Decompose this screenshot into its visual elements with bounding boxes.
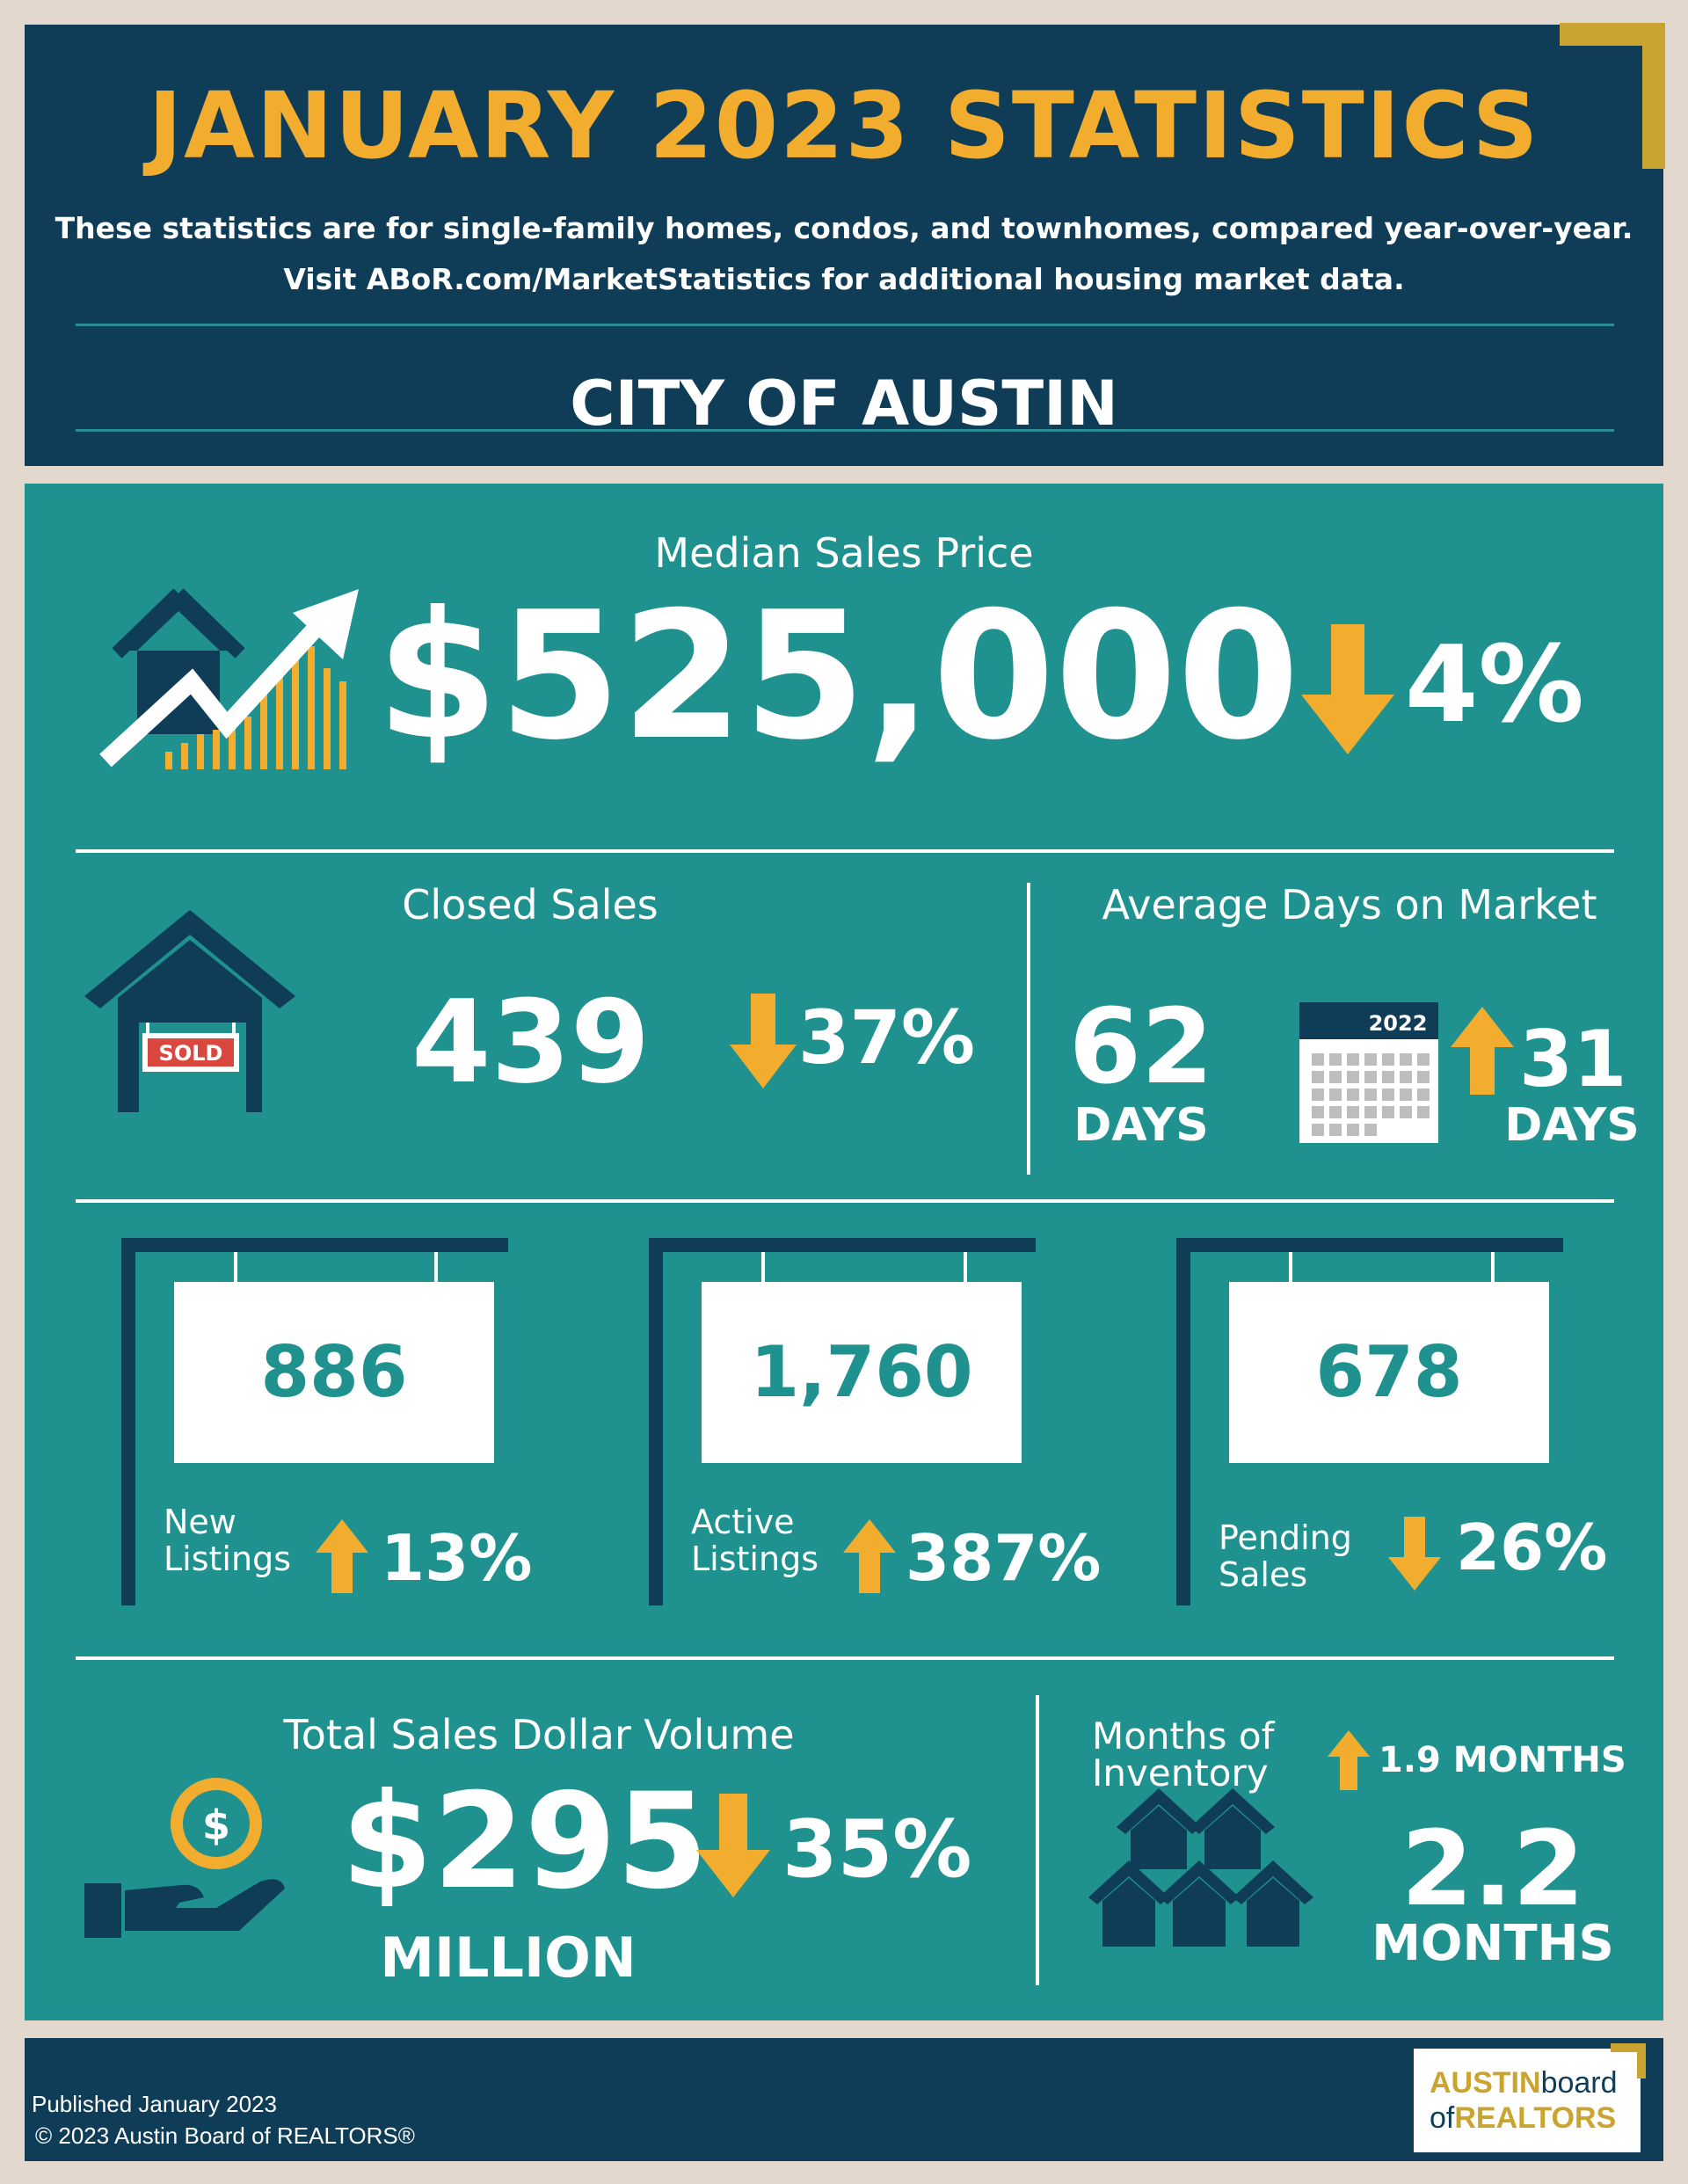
abor-logo: AUSTINboard ofREALTORS: [1414, 2043, 1646, 2152]
sales-volume-change: 35%: [782, 1803, 972, 1896]
sign-post: [1176, 1238, 1190, 1605]
sign-arm: [649, 1238, 1036, 1252]
sign-chain: [1289, 1252, 1292, 1285]
days-on-market-label: Average Days on Market: [1102, 881, 1597, 928]
sign-post: [121, 1238, 135, 1605]
sign-chain: [964, 1252, 967, 1285]
calendar-year: 2022: [1369, 1011, 1428, 1036]
active-listings-label: Active Listings: [691, 1503, 819, 1578]
sign-arm: [121, 1238, 508, 1252]
new-listings-value: 886: [260, 1331, 408, 1413]
region-title: CITY OF AUSTIN: [570, 368, 1118, 440]
subtitle-line-1: These statistics are for single-family h…: [55, 211, 1633, 245]
sold-house-icon: SOLD: [84, 910, 295, 1112]
sales-volume-value: $295: [341, 1765, 709, 1918]
arrow-up-icon: [843, 1519, 896, 1593]
sign-chain: [234, 1252, 237, 1285]
copyright: © 2023 Austin Board of REALTORS®: [35, 2122, 415, 2149]
median-price-label: Median Sales Price: [654, 529, 1034, 577]
house-growth-chart-icon: [99, 588, 359, 769]
closed-sales-label: Closed Sales: [402, 881, 658, 928]
sign-chain: [761, 1252, 765, 1285]
vertical-divider: [1036, 1695, 1039, 1985]
pending-sales-value: 678: [1315, 1331, 1463, 1413]
active-listings-sign: 1,760: [702, 1282, 1022, 1463]
page-title: JANUARY 2023 STATISTICS: [148, 72, 1540, 179]
days-on-market-change-unit: DAYS: [1504, 1099, 1640, 1152]
calendar-icon: 2022: [1299, 1002, 1438, 1143]
closed-sales-change: 37%: [798, 994, 976, 1081]
corner-bracket-icon: [1560, 23, 1665, 169]
new-listings-change: 13%: [381, 1521, 533, 1595]
section-divider: [76, 1199, 1614, 1203]
inventory-label: Months of Inventory: [1092, 1714, 1275, 1795]
logo-corner-icon: [1611, 2043, 1646, 2078]
arrow-up-icon: [316, 1519, 368, 1593]
inventory-unit: MONTHS: [1372, 1915, 1614, 1972]
sign-arm: [1176, 1238, 1563, 1252]
closed-sales-value: 439: [411, 975, 651, 1109]
stats-panel: Median Sales Price $525,000 4% Closed Sa…: [25, 484, 1663, 2020]
sign-post: [649, 1238, 663, 1605]
header-divider-bottom: [76, 429, 1614, 432]
active-listings-value: 1,760: [750, 1331, 973, 1413]
vertical-divider: [1027, 883, 1030, 1175]
active-listings-change: 387%: [906, 1521, 1102, 1595]
sales-volume-unit: MILLION: [380, 1926, 637, 1990]
header-divider-top: [76, 324, 1614, 326]
arrow-down-icon: [1301, 624, 1394, 754]
pending-sales-label: Pending Sales: [1219, 1518, 1352, 1594]
days-on-market-unit: DAYS: [1073, 1099, 1209, 1152]
hand-coin-icon: $: [84, 1778, 285, 1938]
inventory-value: 2.2: [1401, 1808, 1585, 1929]
inventory-change: 1.9 MONTHS: [1379, 1740, 1626, 1780]
svg-text:$: $: [202, 1802, 230, 1849]
pending-sales-sign: 678: [1229, 1282, 1549, 1463]
section-divider: [76, 849, 1614, 853]
arrow-down-icon: [696, 1794, 770, 1897]
footer: Published January 2023 © 2023 Austin Boa…: [25, 2038, 1663, 2161]
days-on-market-change: 31: [1519, 1014, 1627, 1104]
new-listings-sign: 886: [174, 1282, 494, 1463]
arrow-down-icon: [1388, 1517, 1441, 1591]
sold-sign-text: SOLD: [159, 1041, 223, 1066]
median-price-value: $525,000: [376, 574, 1300, 779]
published-date: Published January 2023: [32, 2091, 277, 2117]
section-divider: [76, 1656, 1614, 1660]
sales-volume-label: Total Sales Dollar Volume: [283, 1711, 795, 1758]
arrow-up-icon: [1451, 1007, 1514, 1095]
median-price-change: 4%: [1405, 624, 1584, 746]
houses-group-icon: [1088, 1788, 1313, 1947]
new-listings-label: New Listings: [164, 1503, 291, 1578]
subtitle-line-2: Visit ABoR.com/MarketStatistics for addi…: [283, 262, 1405, 296]
sign-chain: [1491, 1252, 1495, 1285]
days-on-market-value: 62: [1068, 986, 1214, 1107]
arrow-down-icon: [730, 994, 797, 1088]
pending-sales-change: 26%: [1456, 1511, 1608, 1584]
sign-chain: [434, 1252, 438, 1285]
arrow-up-icon: [1328, 1730, 1370, 1790]
header-banner: JANUARY 2023 STATISTICS These statistics…: [25, 23, 1665, 466]
